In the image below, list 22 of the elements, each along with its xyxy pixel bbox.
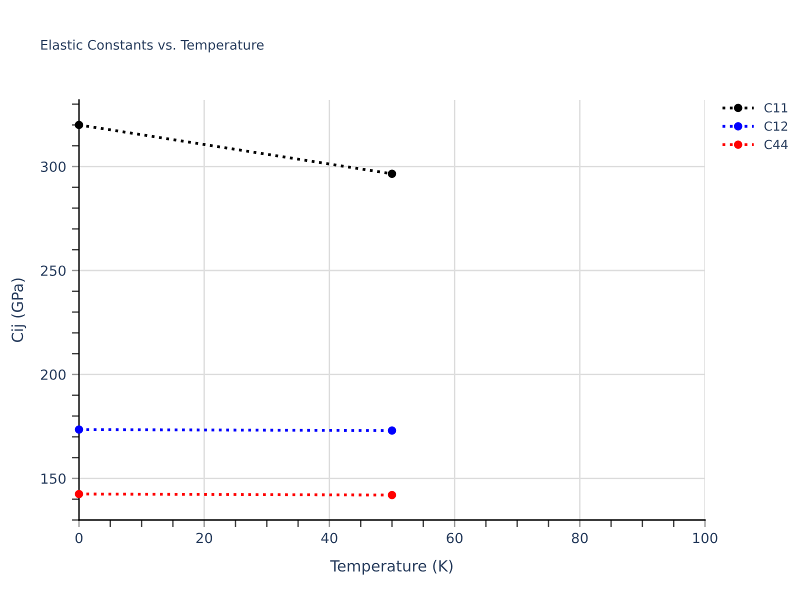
y-tick-label: 300 xyxy=(41,162,66,172)
point xyxy=(388,426,396,435)
x-axis-title: Temperature (K) xyxy=(330,560,452,575)
x-tick-label: 100 xyxy=(693,532,718,544)
chart-title: Elastic Constants vs. Temperature xyxy=(41,40,264,52)
legend-label: C44 xyxy=(764,140,788,150)
point xyxy=(74,490,84,498)
legend-label: C12 xyxy=(764,121,788,131)
y-tick-label: 250 xyxy=(41,265,66,276)
y-tick-label: 150 xyxy=(42,473,66,484)
x-tick-label: 20 xyxy=(196,532,212,544)
point xyxy=(74,120,84,130)
x-tick-label: 80 xyxy=(572,532,588,544)
legend-label: C11 xyxy=(764,103,788,113)
y-tick-label: 200 xyxy=(41,369,66,380)
x-tick-label: 40 xyxy=(321,532,338,544)
y-axis-title: Cij (GPa) xyxy=(11,278,26,342)
x-tick-label: 0 xyxy=(75,532,82,544)
point xyxy=(388,170,396,178)
point xyxy=(388,490,396,500)
point xyxy=(74,425,84,434)
x-tick-label: 60 xyxy=(446,532,463,544)
